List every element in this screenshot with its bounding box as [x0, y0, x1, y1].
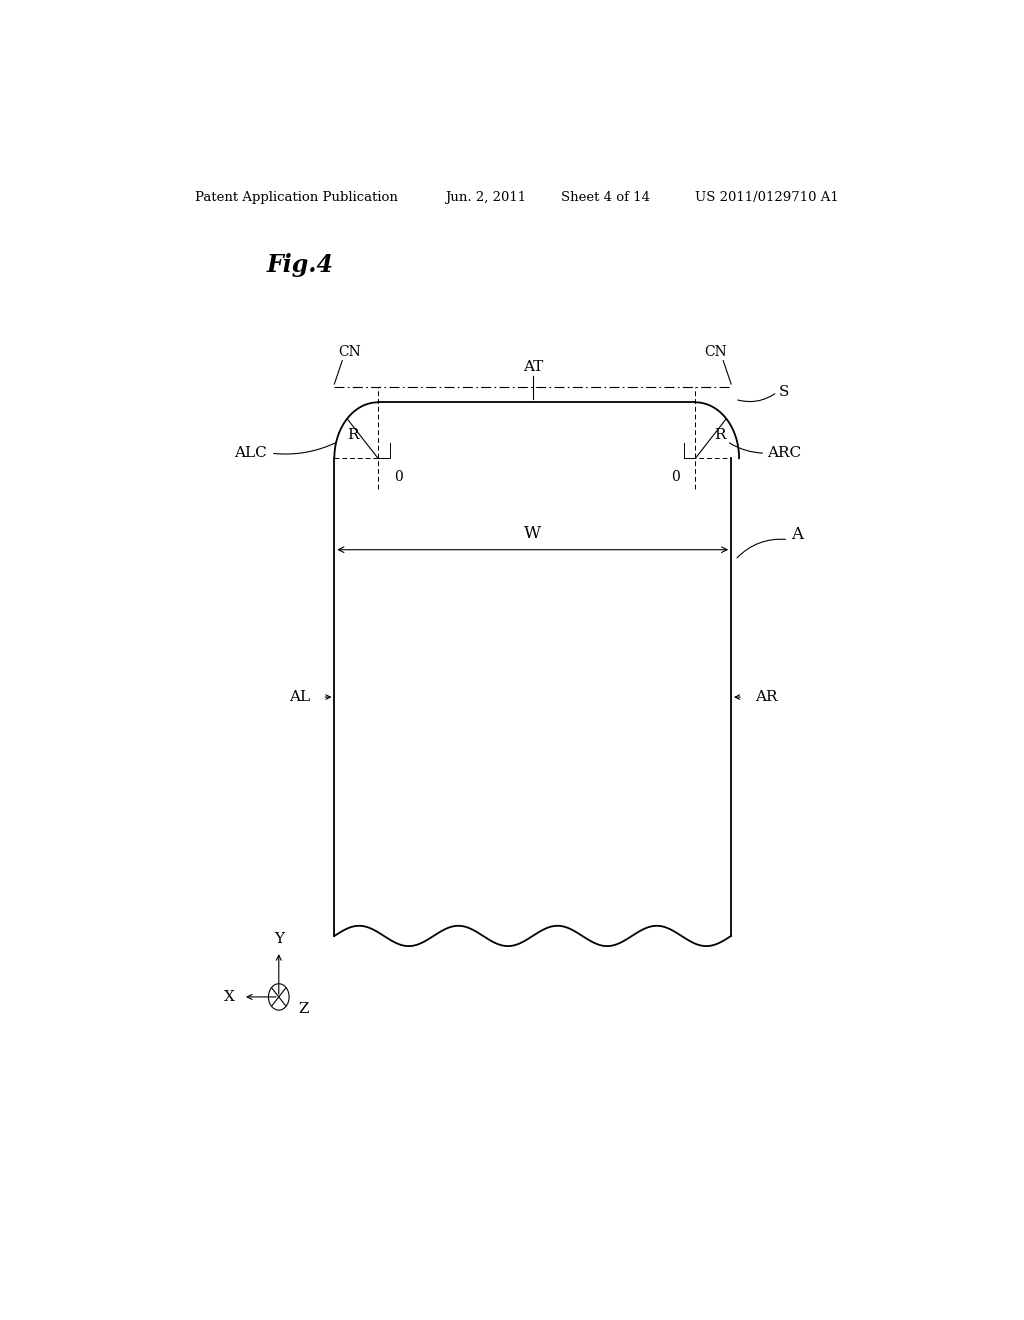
- Text: Z: Z: [299, 1002, 309, 1016]
- Text: CN: CN: [338, 345, 361, 359]
- Text: AR: AR: [755, 690, 777, 704]
- Text: X: X: [224, 990, 236, 1005]
- Text: Patent Application Publication: Patent Application Publication: [196, 190, 398, 203]
- Text: S: S: [779, 385, 790, 399]
- Text: AL: AL: [290, 690, 310, 704]
- Text: W: W: [524, 525, 542, 543]
- Text: ALC: ALC: [234, 446, 267, 461]
- Text: CN: CN: [705, 345, 727, 359]
- Text: 0: 0: [394, 470, 402, 483]
- Text: R: R: [715, 429, 726, 442]
- Text: US 2011/0129710 A1: US 2011/0129710 A1: [695, 190, 840, 203]
- Text: ARC: ARC: [767, 446, 801, 461]
- Text: AT: AT: [522, 360, 543, 374]
- Text: R: R: [347, 429, 358, 442]
- Text: A: A: [791, 525, 803, 543]
- Text: Jun. 2, 2011: Jun. 2, 2011: [445, 190, 526, 203]
- Text: Sheet 4 of 14: Sheet 4 of 14: [560, 190, 649, 203]
- Text: Y: Y: [273, 932, 284, 946]
- Text: Fig.4: Fig.4: [267, 253, 334, 277]
- Text: 0: 0: [671, 470, 680, 483]
